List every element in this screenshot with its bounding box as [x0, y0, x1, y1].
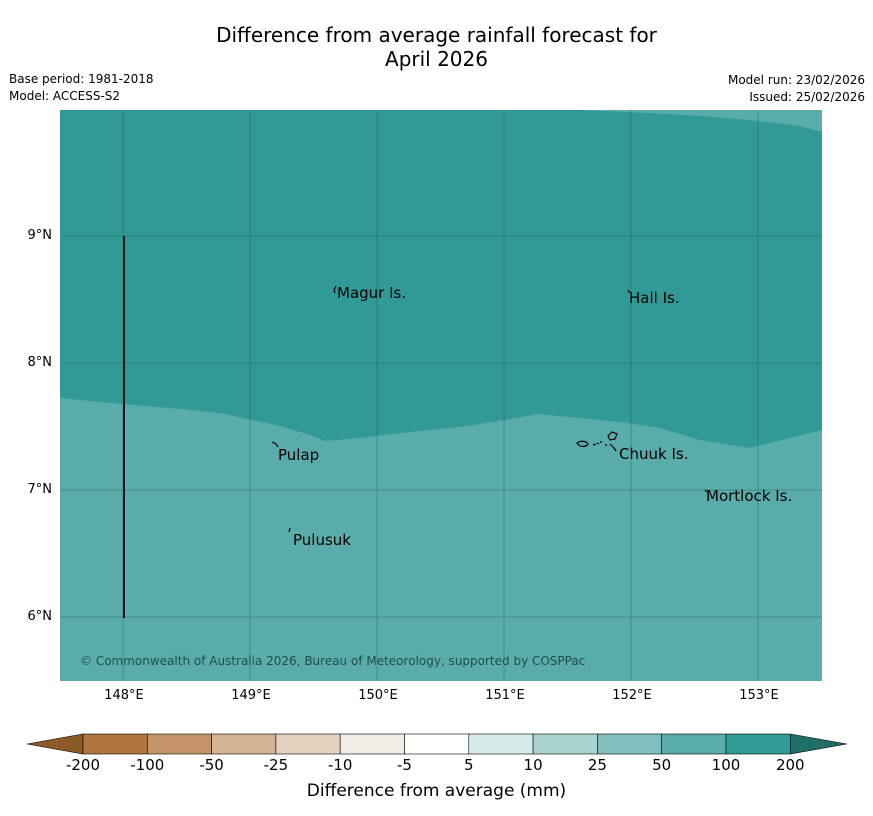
island-mortlock	[704, 489, 708, 493]
island-chuuk	[576, 431, 618, 452]
map-panel	[60, 110, 822, 681]
colorbar	[26, 733, 848, 755]
colorbar-tick-label: 100	[711, 756, 741, 774]
graticule	[60, 110, 822, 681]
lon-tick-149e: 149°E	[231, 688, 271, 703]
base-period: Base period: 1981-2018	[9, 72, 154, 86]
colorbar-tick-label: -100	[130, 756, 165, 774]
island-hall	[627, 289, 631, 294]
colorbar-segment	[468, 733, 534, 755]
lon-tick-148e: 148°E	[104, 688, 144, 703]
colorbar-extend-high	[789, 733, 848, 755]
colorbar-tick-label: -200	[65, 756, 101, 774]
colorbar-segment	[404, 733, 470, 755]
colorbar-tick-label: 50	[652, 756, 672, 774]
colorbar-tick-label: 10	[523, 756, 543, 774]
colorbar-tick-label: 5	[464, 756, 474, 774]
lat-tick-6n: 6°N	[27, 609, 53, 624]
lat-tick-8n: 8°N	[27, 355, 53, 370]
place-label-magur: Magur Is.	[337, 284, 407, 302]
copyright-notice: © Commonwealth of Australia 2026, Bureau…	[80, 654, 586, 668]
island-pulusuk	[288, 527, 291, 533]
colorbar-segment	[275, 733, 341, 755]
lon-tick-153e: 153°E	[739, 688, 779, 703]
meta-left: Base period: 1981-2018 Model: ACCESS-S2	[9, 71, 154, 105]
issued-date: Issued: 25/02/2026	[749, 90, 865, 104]
island-magur	[333, 285, 337, 294]
colorbar-extend-low	[26, 733, 84, 755]
map-title-line2: April 2026	[385, 47, 488, 71]
colorbar-title: Difference from average (mm)	[306, 781, 567, 801]
place-label-pulusuk: Pulusuk	[293, 531, 351, 549]
island-outlines	[271, 285, 708, 533]
place-label-chuuk: Chuuk Is.	[619, 445, 689, 463]
colorbar-segment	[339, 733, 405, 755]
lon-tick-151e: 151°E	[485, 688, 525, 703]
model-name: Model: ACCESS-S2	[9, 89, 121, 103]
colorbar-tick-label: -5	[397, 756, 412, 774]
lat-tick-7n: 7°N	[27, 482, 53, 497]
colorbar-tick-label: -50	[199, 756, 224, 774]
colorbar-segment	[661, 733, 727, 755]
place-label-mortlock: Mortlock Is.	[706, 487, 793, 505]
colorbar-segment	[211, 733, 277, 755]
colorbar-tick-label: -10	[327, 756, 353, 774]
region-100-200	[60, 110, 822, 448]
colorbar-tick-label: 25	[587, 756, 607, 774]
colorbar-segment	[725, 733, 791, 755]
island-pulap	[271, 441, 279, 448]
colorbar-tick-label: 200	[775, 756, 805, 774]
place-label-hall: Hall Is.	[629, 289, 680, 307]
map-svg	[60, 110, 822, 681]
lon-tick-150e: 150°E	[358, 688, 398, 703]
lat-tick-9n: 9°N	[27, 228, 53, 243]
region-50-100-corner	[580, 110, 822, 132]
meta-right: Model run: 23/02/2026 Issued: 25/02/2026	[728, 72, 865, 106]
colorbar-segment	[532, 733, 598, 755]
lon-tick-152e: 152°E	[612, 688, 652, 703]
model-run: Model run: 23/02/2026	[727, 73, 865, 87]
colorbar-segment	[597, 733, 663, 755]
map-title-line1: Difference from average rainfall forecas…	[216, 23, 657, 47]
colorbar-tick-label: -25	[263, 756, 289, 774]
colorbar-segment	[147, 733, 212, 755]
place-label-pulap: Pulap	[278, 446, 320, 464]
colorbar-segment	[82, 733, 148, 755]
